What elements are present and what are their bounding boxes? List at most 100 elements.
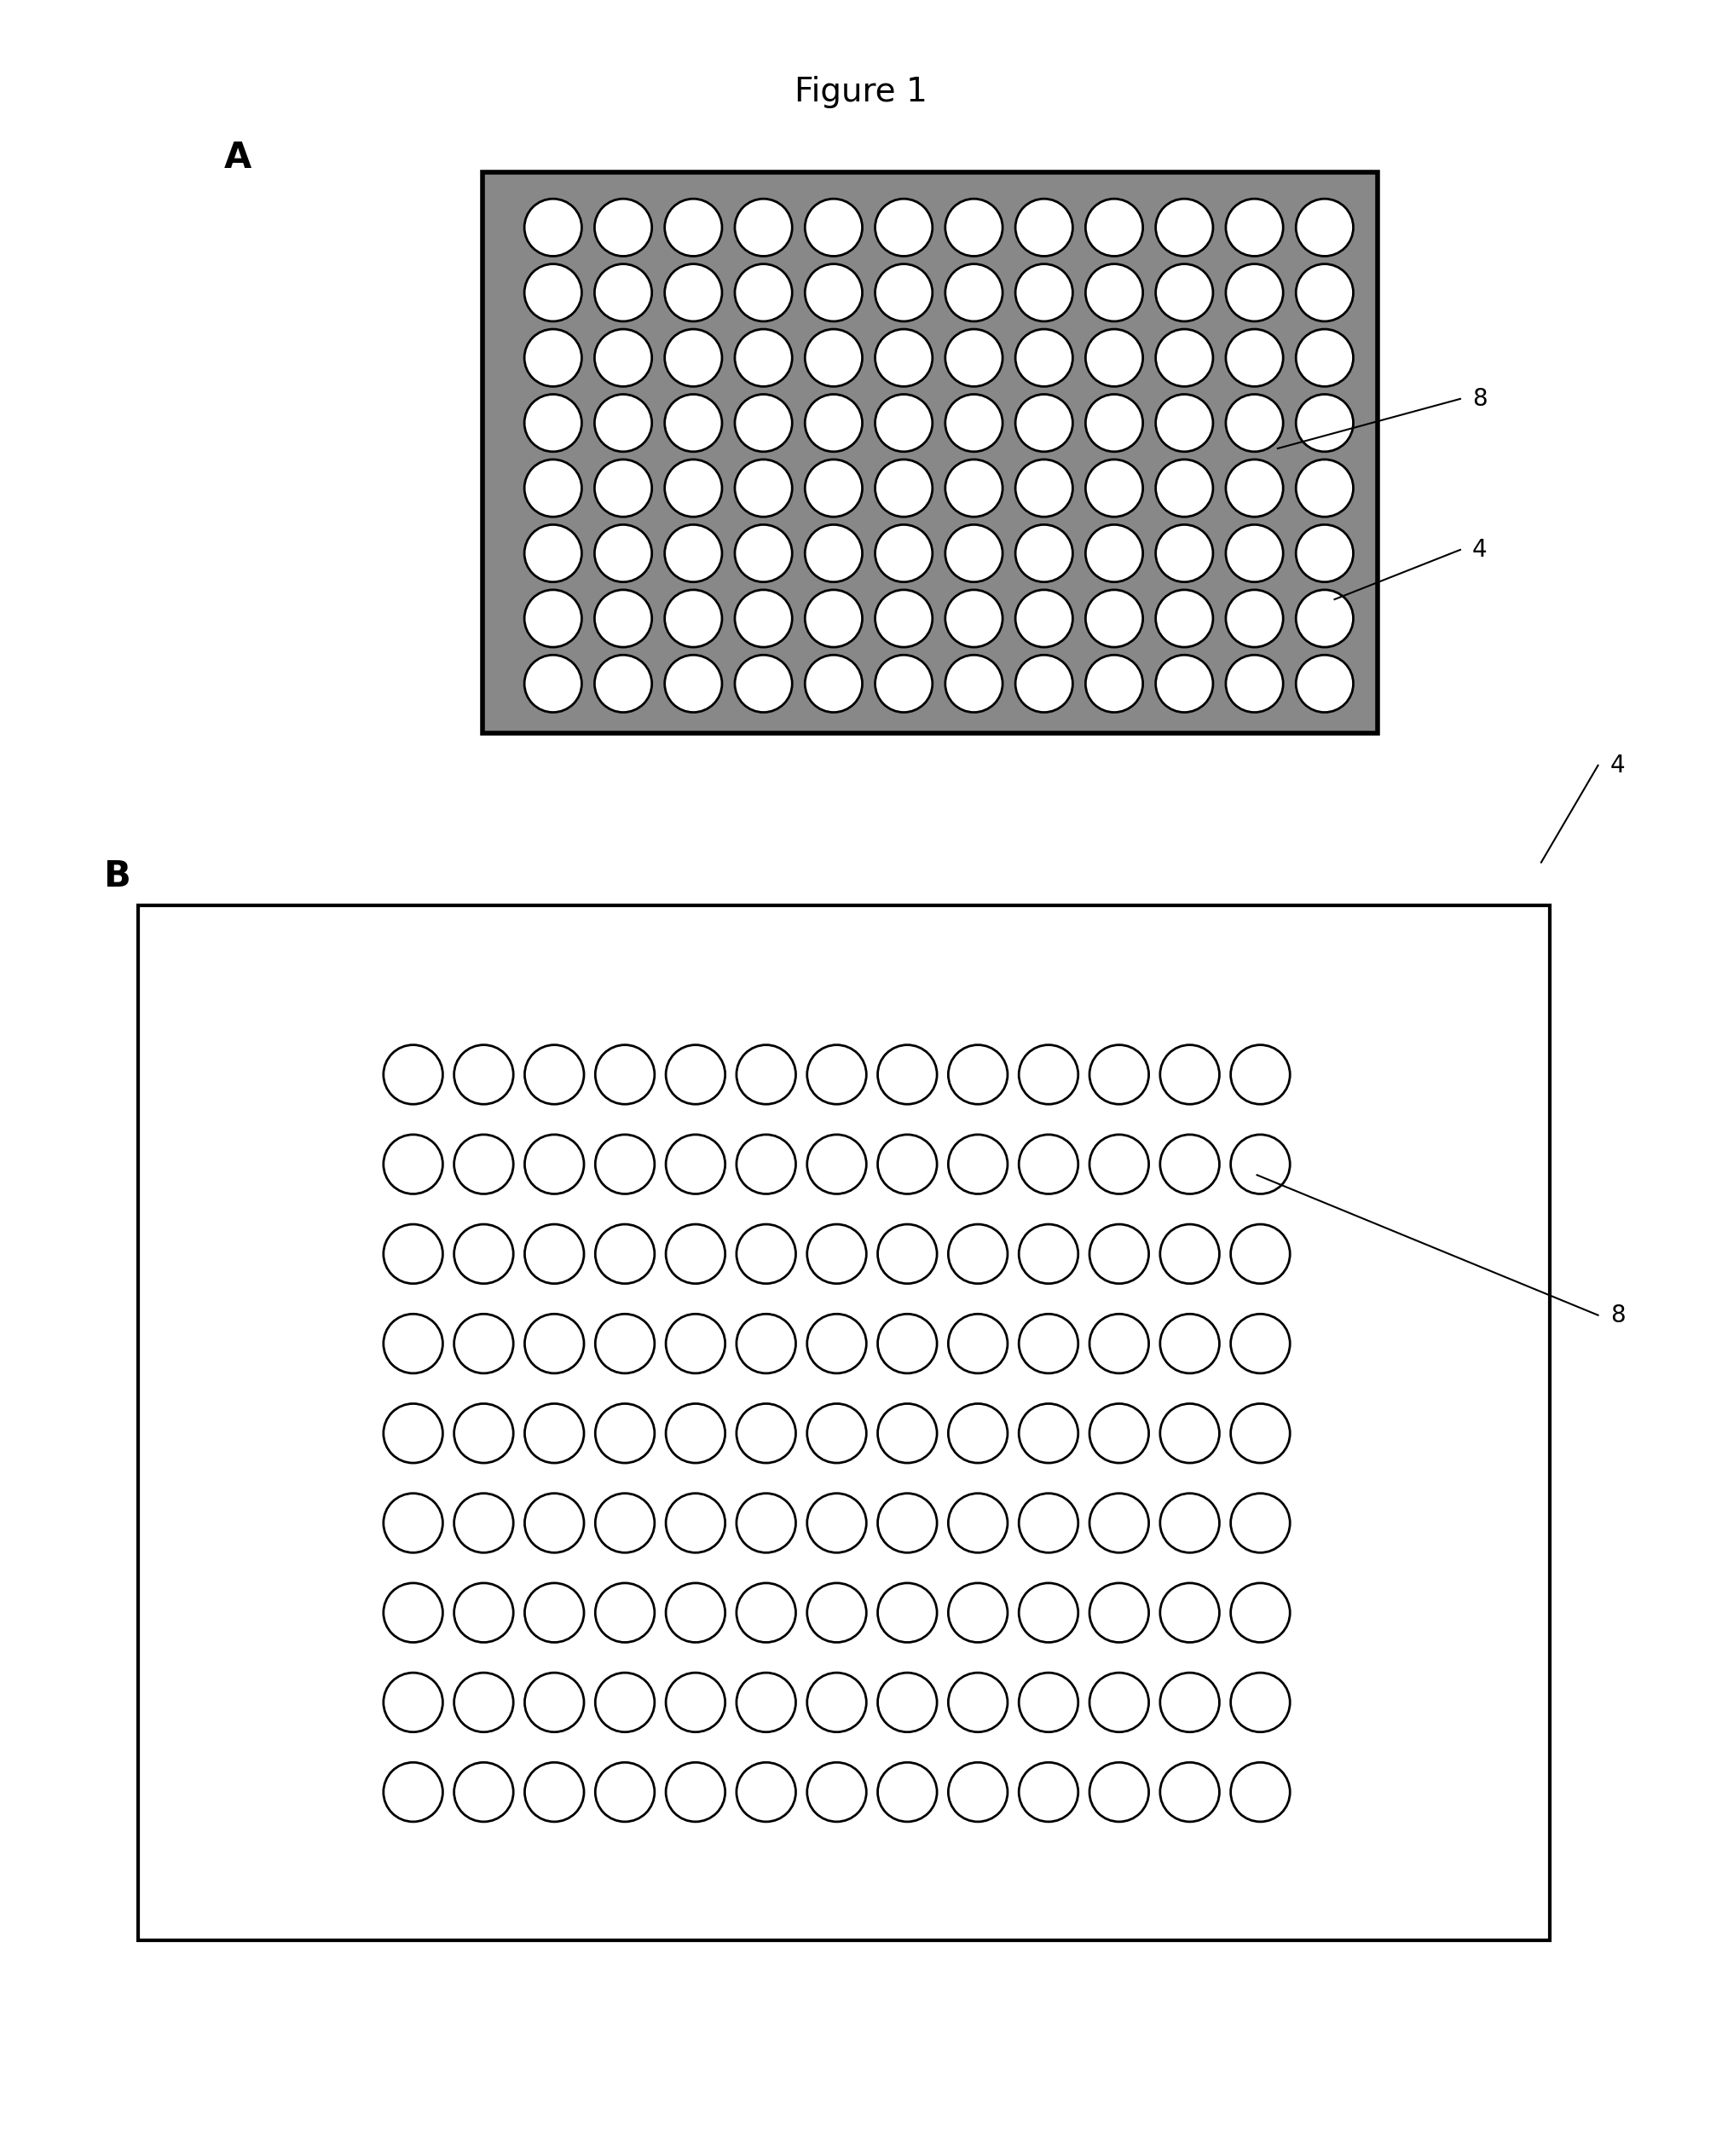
Circle shape (1085, 524, 1143, 582)
Circle shape (525, 263, 582, 321)
Circle shape (665, 591, 722, 647)
Circle shape (1019, 1583, 1078, 1643)
Circle shape (804, 655, 863, 711)
Circle shape (384, 1404, 443, 1464)
Circle shape (384, 1046, 443, 1104)
Circle shape (737, 1313, 796, 1373)
Circle shape (949, 1761, 1007, 1822)
Circle shape (808, 1494, 866, 1552)
Circle shape (666, 1583, 725, 1643)
Circle shape (735, 198, 792, 257)
Circle shape (665, 198, 722, 257)
Circle shape (1085, 330, 1143, 386)
Circle shape (1226, 198, 1283, 257)
Circle shape (737, 1046, 796, 1104)
Circle shape (594, 330, 653, 386)
Circle shape (596, 1494, 654, 1552)
Circle shape (737, 1134, 796, 1194)
Circle shape (1226, 591, 1283, 647)
Circle shape (949, 1494, 1007, 1552)
Circle shape (1085, 198, 1143, 257)
Circle shape (594, 395, 653, 451)
Circle shape (1297, 591, 1353, 647)
Circle shape (1090, 1404, 1149, 1464)
Circle shape (1090, 1225, 1149, 1283)
Circle shape (594, 524, 653, 582)
Circle shape (596, 1583, 654, 1643)
Circle shape (804, 591, 863, 647)
Circle shape (1231, 1583, 1290, 1643)
Circle shape (875, 330, 932, 386)
Circle shape (737, 1494, 796, 1552)
Circle shape (666, 1134, 725, 1194)
Circle shape (525, 1494, 584, 1552)
Circle shape (1231, 1761, 1290, 1822)
Circle shape (1297, 395, 1353, 451)
Circle shape (1016, 459, 1073, 517)
Circle shape (525, 1046, 584, 1104)
Circle shape (804, 395, 863, 451)
Circle shape (1155, 524, 1212, 582)
Circle shape (665, 330, 722, 386)
Circle shape (949, 1583, 1007, 1643)
Circle shape (808, 1313, 866, 1373)
Circle shape (735, 330, 792, 386)
Circle shape (1297, 330, 1353, 386)
Circle shape (1155, 263, 1212, 321)
Circle shape (808, 1583, 866, 1643)
Circle shape (525, 1583, 584, 1643)
Circle shape (808, 1046, 866, 1104)
Circle shape (737, 1404, 796, 1464)
Circle shape (1226, 395, 1283, 451)
Circle shape (666, 1046, 725, 1104)
Circle shape (666, 1313, 725, 1373)
Circle shape (1226, 655, 1283, 711)
Circle shape (596, 1134, 654, 1194)
Circle shape (735, 655, 792, 711)
Circle shape (1161, 1046, 1219, 1104)
Circle shape (1090, 1583, 1149, 1643)
Circle shape (949, 1313, 1007, 1373)
Circle shape (384, 1583, 443, 1643)
Circle shape (878, 1404, 937, 1464)
Circle shape (525, 459, 582, 517)
Circle shape (665, 655, 722, 711)
Circle shape (666, 1673, 725, 1731)
Text: A: A (224, 140, 251, 177)
Bar (138, 906, 1550, 1940)
Circle shape (878, 1673, 937, 1731)
Circle shape (1161, 1134, 1219, 1194)
Circle shape (455, 1313, 513, 1373)
Circle shape (1019, 1046, 1078, 1104)
Circle shape (1090, 1313, 1149, 1373)
Circle shape (665, 395, 722, 451)
Circle shape (666, 1225, 725, 1283)
Circle shape (735, 459, 792, 517)
Circle shape (384, 1225, 443, 1283)
Circle shape (1231, 1494, 1290, 1552)
Circle shape (875, 591, 932, 647)
Circle shape (808, 1404, 866, 1464)
Circle shape (878, 1046, 937, 1104)
Circle shape (945, 655, 1002, 711)
Circle shape (1161, 1673, 1219, 1731)
Circle shape (875, 524, 932, 582)
Circle shape (945, 395, 1002, 451)
Circle shape (665, 524, 722, 582)
Circle shape (455, 1225, 513, 1283)
Circle shape (804, 524, 863, 582)
Circle shape (945, 263, 1002, 321)
Text: 8: 8 (1610, 1302, 1626, 1328)
Circle shape (1226, 330, 1283, 386)
Circle shape (737, 1225, 796, 1283)
Circle shape (878, 1494, 937, 1552)
Circle shape (525, 1673, 584, 1731)
Circle shape (455, 1404, 513, 1464)
Circle shape (878, 1313, 937, 1373)
Bar (482, 172, 1378, 733)
Circle shape (596, 1761, 654, 1822)
Circle shape (1231, 1404, 1290, 1464)
Circle shape (384, 1313, 443, 1373)
Circle shape (525, 591, 582, 647)
Circle shape (878, 1134, 937, 1194)
